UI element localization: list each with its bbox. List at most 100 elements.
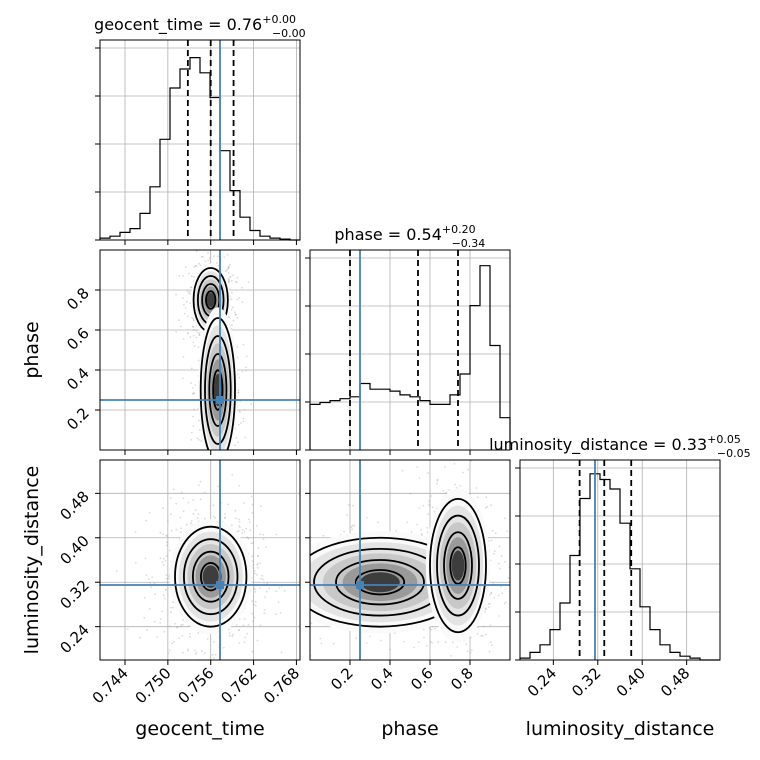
sample-point xyxy=(217,665,219,667)
sample-point xyxy=(265,546,267,548)
sample-point xyxy=(208,257,211,259)
title-minus-luminosity_distance: −0.05 xyxy=(717,447,751,460)
sample-point xyxy=(179,516,182,519)
sample-point xyxy=(504,601,507,604)
sample-point xyxy=(238,524,241,527)
sample-point xyxy=(263,609,266,611)
sample-point xyxy=(236,298,239,301)
sample-point xyxy=(193,345,196,347)
sample-point xyxy=(254,600,257,603)
histogram-phase xyxy=(309,265,511,450)
sample-point xyxy=(231,324,233,327)
sample-point xyxy=(238,484,241,487)
sample-point xyxy=(180,625,182,628)
sample-point xyxy=(427,513,430,515)
sample-point xyxy=(192,513,195,515)
sample-point xyxy=(182,624,184,626)
sample-point xyxy=(217,246,219,248)
sample-point xyxy=(190,286,193,289)
sample-point xyxy=(194,509,197,512)
sample-point xyxy=(234,509,237,512)
sample-point xyxy=(166,520,169,523)
sample-point xyxy=(254,590,257,593)
sample-point xyxy=(149,607,151,610)
sample-point xyxy=(355,637,357,639)
sample-point xyxy=(236,317,239,319)
sample-point xyxy=(247,281,250,284)
sample-point xyxy=(170,529,173,532)
sample-point xyxy=(442,490,445,492)
sample-point xyxy=(237,423,240,426)
sample-point xyxy=(203,491,206,494)
sample-point xyxy=(197,513,200,515)
sample-point xyxy=(348,504,350,506)
sample-point xyxy=(223,256,226,258)
sample-point xyxy=(238,376,241,379)
title-main: geocent_time = 0.76 xyxy=(94,15,262,35)
sample-point xyxy=(480,634,483,637)
sample-point xyxy=(512,585,514,587)
sample-point xyxy=(178,274,181,277)
title-plus: +0.00 xyxy=(262,13,296,26)
sample-point xyxy=(178,637,181,640)
sample-point xyxy=(238,409,241,412)
sample-point xyxy=(490,641,492,644)
sample-point xyxy=(195,250,198,253)
sample-point xyxy=(159,622,162,624)
sample-point xyxy=(250,542,253,545)
sample-point xyxy=(292,513,294,515)
sample-point xyxy=(303,591,305,593)
sample-point xyxy=(190,367,193,370)
sample-point xyxy=(192,425,195,427)
sample-point xyxy=(178,678,180,680)
sample-point xyxy=(256,639,259,642)
sample-point xyxy=(257,555,259,557)
sample-point xyxy=(227,466,229,468)
sample-point xyxy=(237,441,239,443)
sample-point xyxy=(418,477,421,479)
sample-point xyxy=(182,651,184,654)
sample-point xyxy=(482,625,485,628)
sample-point xyxy=(251,620,254,623)
sample-point xyxy=(194,384,197,386)
sample-point xyxy=(235,623,238,626)
sample-point xyxy=(532,600,534,602)
sample-point xyxy=(437,641,440,644)
sample-point xyxy=(187,501,190,504)
sample-point xyxy=(213,483,215,485)
sample-point xyxy=(198,429,201,431)
sample-point xyxy=(203,517,206,520)
title-plus: +0.20 xyxy=(442,223,476,236)
sample-point xyxy=(192,341,195,344)
sample-point xyxy=(192,387,194,389)
sample-point xyxy=(254,588,256,591)
sample-point xyxy=(403,640,406,643)
sample-point xyxy=(162,533,165,536)
sample-point xyxy=(190,286,192,288)
sample-point xyxy=(262,533,265,536)
sample-point xyxy=(192,325,195,328)
sample-point xyxy=(451,673,453,675)
contour-line xyxy=(208,353,228,427)
sample-point xyxy=(228,628,230,631)
sample-point xyxy=(232,306,234,309)
sample-point xyxy=(489,624,492,627)
sample-point xyxy=(200,440,203,442)
sample-point xyxy=(493,552,495,555)
sample-point xyxy=(195,653,197,655)
sample-point xyxy=(228,494,230,496)
sample-point xyxy=(211,654,214,656)
sample-point xyxy=(153,582,156,585)
sample-point xyxy=(259,624,262,627)
sample-point xyxy=(498,545,501,548)
sample-point xyxy=(428,627,431,629)
axes-phase_luminosity_distance xyxy=(309,459,511,661)
sample-point xyxy=(275,590,278,593)
sample-point xyxy=(262,538,265,541)
sample-point xyxy=(199,264,202,267)
x-axis-label-geocent_time: geocent_time xyxy=(135,718,264,740)
sample-point xyxy=(365,642,368,644)
sample-point xyxy=(236,346,239,348)
sample-point xyxy=(252,563,255,566)
